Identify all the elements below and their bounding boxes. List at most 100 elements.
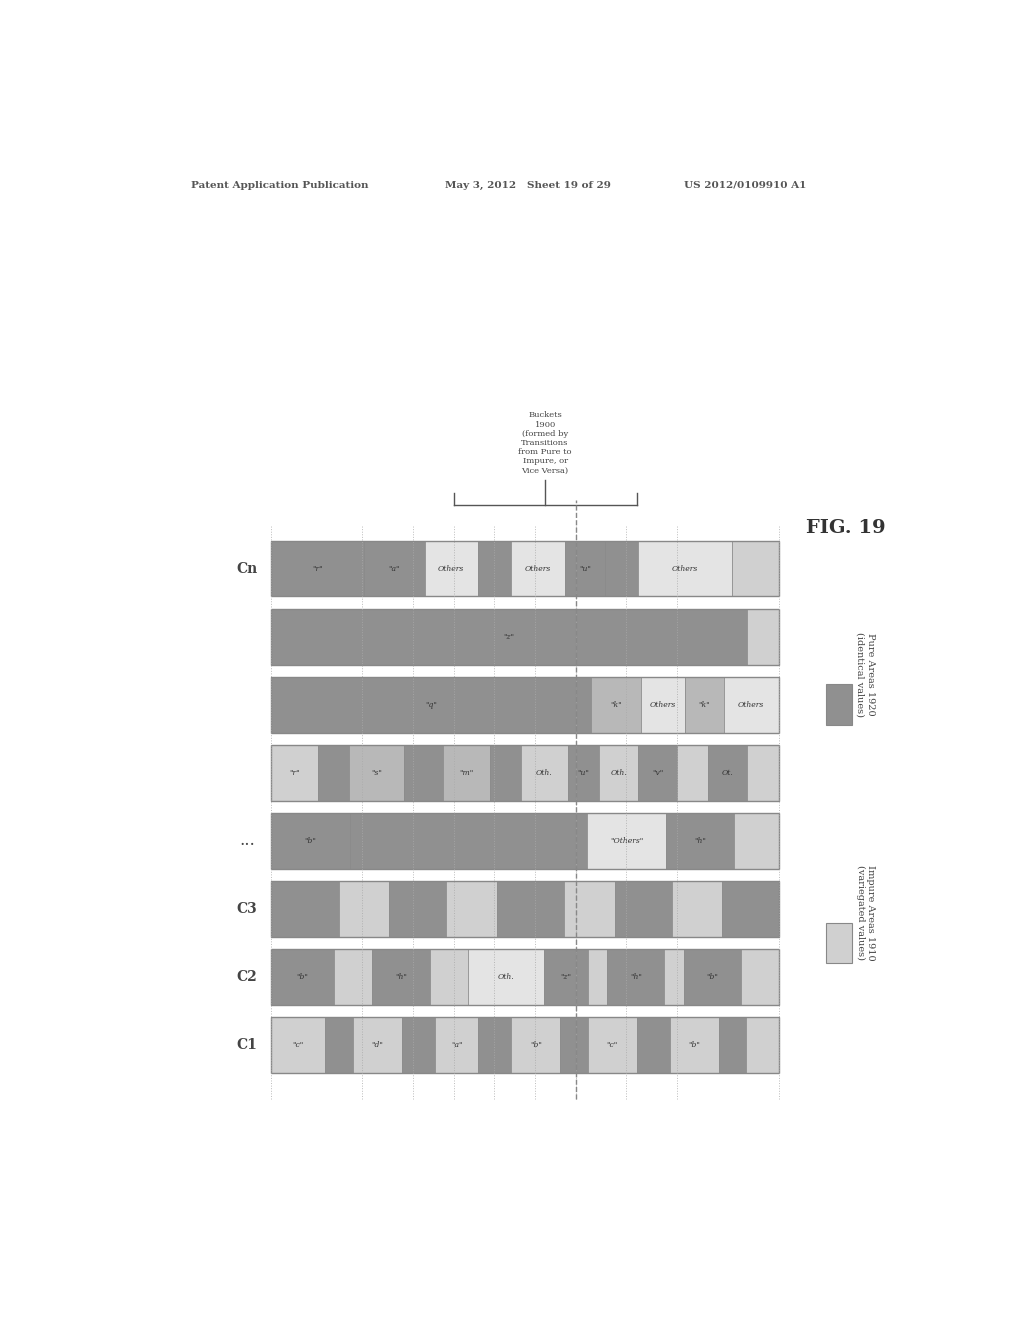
Bar	[352, 1018, 401, 1073]
Text: ...: ...	[240, 833, 255, 849]
Text: "s": "s"	[371, 768, 382, 776]
Text: May 3, 2012   Sheet 19 of 29: May 3, 2012 Sheet 19 of 29	[445, 181, 611, 190]
Text: Oth.: Oth.	[610, 768, 627, 776]
Bar	[724, 677, 778, 733]
Bar	[740, 949, 779, 1005]
Bar	[403, 744, 442, 801]
Bar	[350, 813, 587, 869]
Text: C2: C2	[237, 970, 257, 985]
Text: "c": "c"	[293, 1041, 304, 1049]
Text: Buckets
1900
(formed by
Transitions
from Pure to
Impure, or
Vice Versa): Buckets 1900 (formed by Transitions from…	[518, 412, 571, 474]
Bar	[511, 1018, 560, 1073]
Bar	[666, 813, 733, 869]
Bar	[270, 949, 778, 1005]
Text: C3: C3	[237, 902, 257, 916]
Bar	[605, 541, 638, 597]
Bar	[672, 880, 722, 937]
Text: Ot.: Ot.	[722, 768, 734, 776]
Bar	[442, 744, 489, 801]
Bar	[389, 880, 445, 937]
Text: "b": "b"	[707, 973, 718, 981]
Bar	[748, 744, 778, 801]
Bar	[270, 880, 778, 937]
Text: "h": "h"	[630, 973, 642, 981]
Text: "r": "r"	[289, 768, 300, 776]
Bar	[607, 949, 665, 1005]
Text: "a": "a"	[389, 565, 400, 573]
Bar	[270, 1018, 778, 1073]
Bar	[270, 813, 778, 869]
Bar	[317, 744, 349, 801]
Bar	[565, 541, 605, 597]
Bar	[365, 541, 425, 597]
Bar	[349, 744, 403, 801]
Text: "u": "u"	[578, 768, 590, 776]
Bar	[665, 949, 684, 1005]
Text: "v": "v"	[652, 768, 664, 776]
Bar	[719, 1018, 745, 1073]
Text: "b": "b"	[529, 1041, 542, 1049]
Bar	[722, 880, 778, 937]
Text: "a": "a"	[451, 1041, 462, 1049]
Bar	[270, 677, 591, 733]
Text: Patent Application Publication: Patent Application Publication	[191, 181, 369, 190]
Bar	[489, 744, 521, 801]
Text: "q": "q"	[425, 701, 437, 709]
Text: Oth.: Oth.	[536, 768, 553, 776]
Text: Others: Others	[525, 565, 551, 573]
Bar	[733, 813, 778, 869]
Text: "r": "r"	[312, 565, 323, 573]
Bar	[521, 744, 567, 801]
Bar	[638, 744, 677, 801]
Bar	[637, 1018, 670, 1073]
Bar	[373, 949, 430, 1005]
Bar	[430, 949, 468, 1005]
Bar	[588, 949, 607, 1005]
Text: Others: Others	[672, 565, 698, 573]
Text: "z": "z"	[560, 973, 571, 981]
Text: "b": "b"	[304, 837, 316, 845]
Bar	[425, 541, 478, 597]
Bar	[564, 880, 615, 937]
Bar	[334, 949, 373, 1005]
Bar	[641, 677, 685, 733]
Text: Others: Others	[738, 701, 764, 709]
Text: FIG. 19: FIG. 19	[806, 519, 886, 537]
Bar	[591, 677, 641, 733]
Bar	[587, 813, 666, 869]
Bar	[445, 880, 497, 937]
Bar	[270, 744, 317, 801]
Bar	[615, 880, 672, 937]
Bar	[401, 1018, 434, 1073]
Text: "c": "c"	[606, 1041, 617, 1049]
Bar	[685, 677, 724, 733]
Bar	[270, 813, 350, 869]
Bar	[670, 1018, 719, 1073]
Text: Impure Areas 1910
(variegated values): Impure Areas 1910 (variegated values)	[856, 865, 876, 961]
Text: US 2012/0109910 A1: US 2012/0109910 A1	[684, 181, 806, 190]
Bar	[677, 744, 709, 801]
Text: "m": "m"	[459, 768, 473, 776]
Text: "h": "h"	[395, 973, 407, 981]
Bar	[497, 880, 564, 937]
Bar	[434, 1018, 478, 1073]
Bar	[826, 923, 852, 964]
Bar	[468, 949, 544, 1005]
Bar	[478, 541, 511, 597]
Text: "u": "u"	[579, 565, 591, 573]
Bar	[709, 744, 748, 801]
Text: "b": "b"	[297, 973, 308, 981]
Bar	[732, 541, 778, 597]
Bar	[270, 541, 365, 597]
Text: Pure Areas 1920
(identical values): Pure Areas 1920 (identical values)	[856, 632, 876, 717]
Bar	[339, 880, 389, 937]
Bar	[270, 744, 778, 801]
Text: Others: Others	[649, 701, 676, 709]
Bar	[270, 880, 339, 937]
Text: "z": "z"	[504, 632, 514, 640]
Text: "b": "b"	[688, 1041, 700, 1049]
Bar	[638, 541, 732, 597]
Bar	[270, 609, 748, 664]
Bar	[326, 1018, 352, 1073]
Bar	[511, 541, 565, 597]
